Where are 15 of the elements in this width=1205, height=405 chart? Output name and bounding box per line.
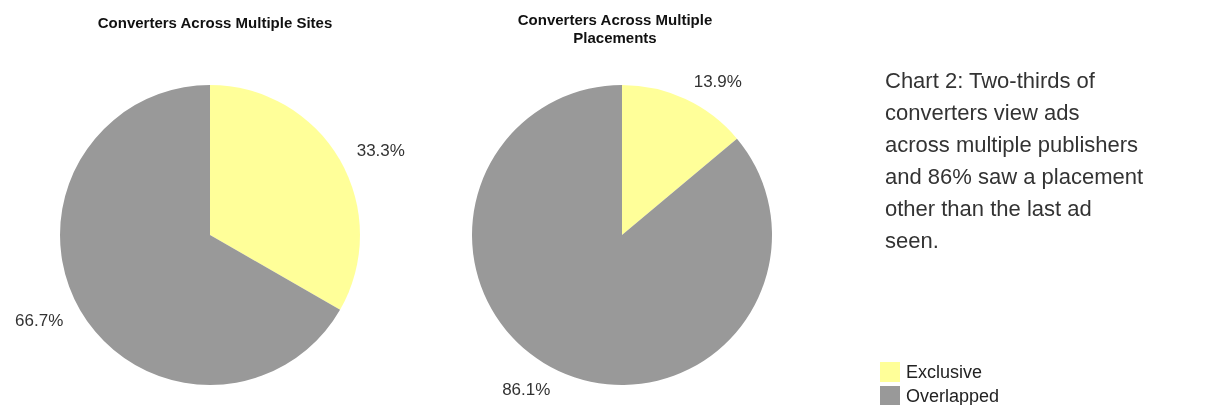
text: seen. (885, 228, 939, 253)
text: converters view ads (885, 100, 1080, 125)
chart-title: Converters Across Multiple Sites (97, 14, 333, 31)
text: across multiple publishers (885, 132, 1139, 157)
legend-label: Exclusive (906, 362, 983, 383)
pie-slice (622, 85, 737, 235)
chart-title: Converters Across Multiple Placements (517, 11, 713, 46)
caption: Chart 2: Two-thirds of (885, 68, 1096, 93)
text: other than the last ad (885, 196, 1092, 221)
data-label: 33.3% (356, 141, 405, 161)
text: and 86% saw a placement (885, 164, 1144, 189)
pie-slice (472, 85, 772, 385)
data-label: 66.7% (15, 310, 64, 330)
data-label: 13.9% (693, 72, 742, 92)
data-label: 86.1% (502, 379, 551, 399)
